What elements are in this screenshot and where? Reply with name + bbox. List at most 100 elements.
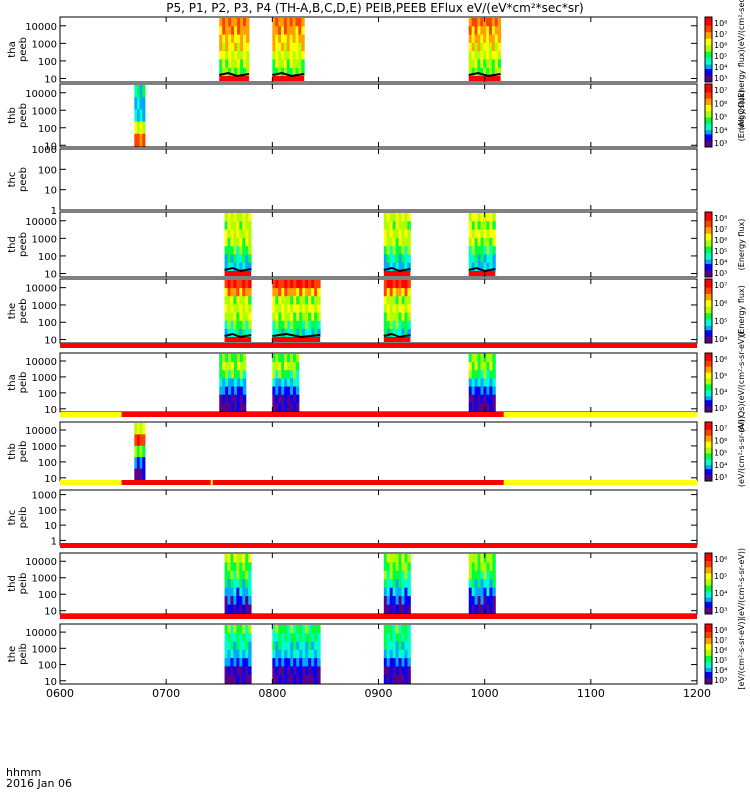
panel-frame xyxy=(59,16,698,83)
y-tick-label: 100 xyxy=(38,661,57,672)
x-tick-label: 0700 xyxy=(152,687,180,700)
colorbar-tick-label: 10⁵ xyxy=(714,247,727,256)
colorbar-tick-label: 10⁶ xyxy=(714,355,727,364)
colorbar-frame xyxy=(704,552,713,615)
y-axis-label: peeb xyxy=(18,103,29,128)
y-tick-label: 1000 xyxy=(32,106,57,117)
y-axis-label: thb xyxy=(7,107,18,124)
y-tick-label: 100 xyxy=(38,506,57,517)
colorbar-tick-label: 10⁷ xyxy=(714,424,727,433)
y-tick-label: 100 xyxy=(38,252,57,263)
colorbar-tick-label: 10⁸ xyxy=(714,214,727,223)
y-axis-label: thd xyxy=(7,236,18,253)
y-axis-label: tha xyxy=(7,374,18,390)
colorbar-tick-label: 10⁴ xyxy=(714,388,727,397)
y-tick-label: 1000 xyxy=(32,491,57,502)
y-axis-label: peeb xyxy=(18,232,29,257)
colorbar-tick-label: 10⁷ xyxy=(714,225,727,234)
y-axis-label: thc xyxy=(7,510,18,526)
colorbar-frame xyxy=(704,83,713,148)
colorbar-frame xyxy=(704,352,713,413)
spectrogram-burst xyxy=(224,625,252,684)
colorbar-tick-label: 10⁴ xyxy=(714,666,727,675)
y-tick-label: 10000 xyxy=(25,557,57,568)
panel-frame xyxy=(59,489,698,546)
colorbar-tick-label: 10³ xyxy=(714,606,727,615)
x-tick-label: 0800 xyxy=(258,687,286,700)
colorbar-tick-label: 10⁵ xyxy=(714,656,727,665)
y-tick-label: 1000 xyxy=(32,574,57,585)
colorbar xyxy=(705,422,712,482)
colorbar-frame xyxy=(704,16,713,83)
y-tick-label: 10 xyxy=(44,336,57,347)
colorbar xyxy=(705,553,712,615)
panel-frame xyxy=(59,421,698,482)
y-tick-label: 10000 xyxy=(25,628,57,639)
colorbar-tick-label: 10⁶ xyxy=(714,99,727,108)
colorbar-tick-label: 10⁴ xyxy=(714,126,727,135)
colorbar xyxy=(705,624,712,685)
colorbar xyxy=(705,212,712,278)
spectrogram-burst xyxy=(224,554,252,614)
colorbar-tick-label: 10⁷ xyxy=(714,86,727,95)
y-axis-label: peib xyxy=(18,507,29,529)
colorbar xyxy=(705,279,712,344)
y-tick-label: 100 xyxy=(38,458,57,469)
colorbar-tick-label: 10⁸ xyxy=(714,19,727,28)
colorbar-label: (Energy flux) xyxy=(737,90,746,142)
colorbar-tick-label: 10³ xyxy=(714,139,727,148)
panel-frame xyxy=(59,623,698,685)
y-tick-label: 10 xyxy=(44,474,57,485)
flag-segment xyxy=(503,412,697,417)
y-axis-label: peib xyxy=(18,643,29,665)
y-tick-label: 100 xyxy=(38,590,57,601)
colorbar-frame xyxy=(704,623,713,685)
colorbar xyxy=(705,353,712,413)
colorbar-tick-label: 10⁵ xyxy=(714,52,727,61)
spectrogram-burst xyxy=(272,354,300,412)
colorbar-tick-label: 10⁴ xyxy=(714,589,727,598)
x-tick-label: 0900 xyxy=(365,687,393,700)
colorbar-tick-label: 10⁵ xyxy=(714,572,727,581)
time-unit-label: hhmm xyxy=(6,766,42,779)
y-tick-label: 10000 xyxy=(25,22,57,33)
y-axis-label: thd xyxy=(7,575,18,592)
flag-segment xyxy=(121,480,211,485)
colorbar-tick-label: 10³ xyxy=(714,676,727,685)
y-tick-label: 1000 xyxy=(32,442,57,453)
y-tick-label: 100 xyxy=(38,389,57,400)
y-tick-label: 100 xyxy=(38,124,57,135)
colorbar-tick-label: 10³ xyxy=(714,269,727,278)
colorbar-label: (eV/(cm²-s-sr-eV)) xyxy=(737,416,746,487)
colorbar-tick-label: 10⁶ xyxy=(714,555,727,564)
y-tick-label: 1000 xyxy=(32,644,57,655)
y-tick-label: 10000 xyxy=(25,217,57,228)
y-tick-label: 1 xyxy=(51,206,57,217)
colorbar-label: (eV/(cm²-s-sr-eV)) xyxy=(737,548,746,619)
spectrogram-burst xyxy=(272,625,321,684)
colorbar-label: (Energy flux) xyxy=(737,285,746,337)
y-tick-label: 1 xyxy=(51,536,57,547)
spectrogram-burst xyxy=(272,280,321,342)
x-tick-label: 0600 xyxy=(46,687,74,700)
flag-segment xyxy=(210,480,213,485)
spectrogram-burst xyxy=(134,423,146,481)
panel-frame xyxy=(59,148,698,211)
colorbar-tick-label: 10⁶ xyxy=(714,299,727,308)
colorbar-tick-label: 10⁴ xyxy=(714,258,727,267)
y-tick-label: 10 xyxy=(44,141,57,152)
colorbar-tick-label: 10⁷ xyxy=(714,636,727,645)
y-axis-label: peeb xyxy=(18,299,29,324)
y-axis-label: the xyxy=(7,646,18,662)
y-tick-label: 10 xyxy=(44,405,57,416)
spectrogram-burst xyxy=(383,280,411,342)
y-tick-label: 1000 xyxy=(32,145,57,156)
spectrogram-burst xyxy=(134,85,146,147)
colorbar-tick-label: 10⁴ xyxy=(714,63,727,72)
flag-segment xyxy=(212,480,504,485)
y-axis-label: thc xyxy=(7,172,18,188)
y-axis-label: peib xyxy=(18,441,29,463)
x-tick-label: 1000 xyxy=(471,687,499,700)
colorbar-tick-label: 10⁵ xyxy=(714,449,727,458)
